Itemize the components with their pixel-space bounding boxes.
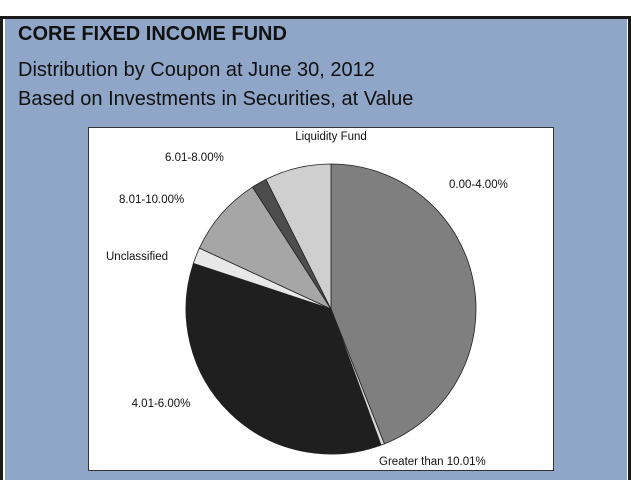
chart-title: CORE FIXED INCOME FUND — [18, 23, 287, 45]
panel-border-right — [628, 16, 631, 480]
slice-label: 4.01-6.00% — [132, 398, 191, 410]
slice-label: 0.00-4.00% — [449, 179, 508, 191]
pie-slice-8-01-10-00 — [198, 186, 333, 310]
panel-border-top — [0, 16, 631, 19]
chart-subtitle-line1: Distribution by Coupon at June 30, 2012 — [18, 59, 375, 81]
slice-label: 8.01-10.00% — [119, 194, 184, 206]
plot-area: 0.00-4.00% Greater than 10.01% 4.01-6.00% U… — [88, 127, 554, 471]
chart-subtitle-line2: Based on Investments in Securities, at V… — [18, 88, 414, 110]
panel-border-left — [0, 16, 3, 480]
pie-slice-4-01-6-00 — [185, 262, 382, 455]
pie-slice-liquidity-fund — [265, 163, 332, 310]
slice-label: 6.01-8.00% — [165, 152, 224, 164]
slice-label: Unclassified — [106, 251, 168, 263]
slice-label: Greater than 10.01% — [379, 456, 486, 468]
pie-slice-0-00-4-00 — [330, 163, 477, 445]
slice-label: Liquidity Fund — [295, 131, 367, 143]
pie-chart: 0.00-4.00% Greater than 10.01% 4.01-6.00% U… — [106, 131, 508, 468]
